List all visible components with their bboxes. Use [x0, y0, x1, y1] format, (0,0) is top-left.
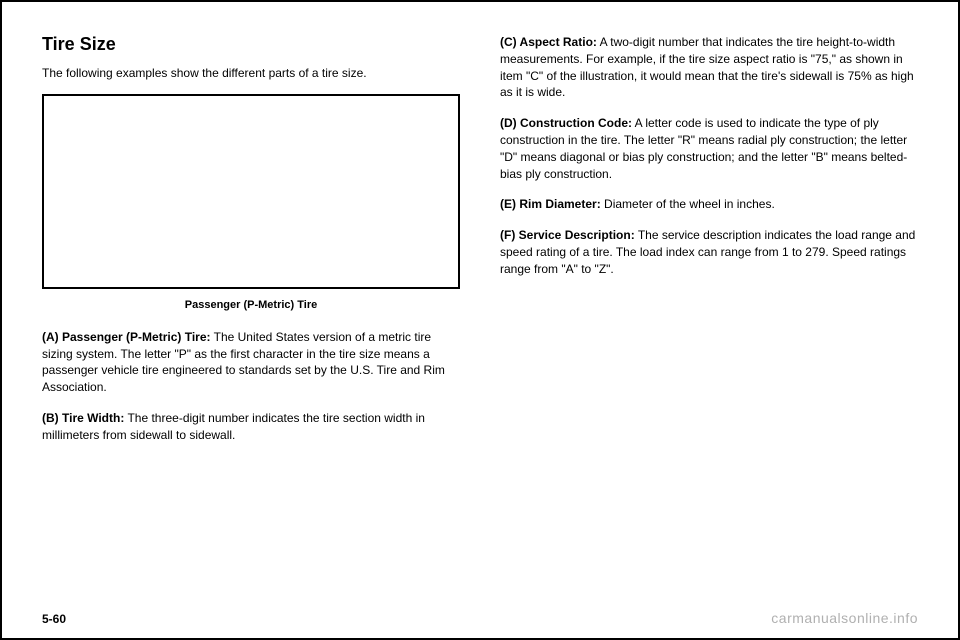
definition-c-label: (C) Aspect Ratio: — [500, 35, 597, 49]
definition-d-label: (D) Construction Code: — [500, 116, 632, 130]
definition-d: (D) Construction Code: A letter code is … — [500, 115, 918, 182]
tire-diagram-placeholder — [42, 94, 460, 289]
definition-e-text: Diameter of the wheel in inches. — [604, 197, 775, 211]
left-column: Tire Size The following examples show th… — [42, 34, 460, 577]
watermark: carmanualsonline.info — [771, 610, 918, 626]
page-content: Tire Size The following examples show th… — [2, 2, 958, 597]
definition-a-label: (A) Passenger (P-Metric) Tire: — [42, 330, 211, 344]
intro-text: The following examples show the differen… — [42, 65, 460, 82]
definition-f: (F) Service Description: The service des… — [500, 227, 918, 277]
section-title: Tire Size — [42, 34, 460, 55]
definition-c: (C) Aspect Ratio: A two-digit number tha… — [500, 34, 918, 101]
definition-b: (B) Tire Width: The three-digit number i… — [42, 410, 460, 444]
page-number: 5-60 — [42, 612, 66, 626]
definition-e: (E) Rim Diameter: Diameter of the wheel … — [500, 196, 918, 213]
definition-f-label: (F) Service Description: — [500, 228, 635, 242]
right-column: (C) Aspect Ratio: A two-digit number tha… — [500, 34, 918, 577]
definition-b-label: (B) Tire Width: — [42, 411, 124, 425]
definition-a: (A) Passenger (P-Metric) Tire: The Unite… — [42, 329, 460, 396]
diagram-caption: Passenger (P-Metric) Tire — [42, 299, 460, 311]
definition-e-label: (E) Rim Diameter: — [500, 197, 601, 211]
